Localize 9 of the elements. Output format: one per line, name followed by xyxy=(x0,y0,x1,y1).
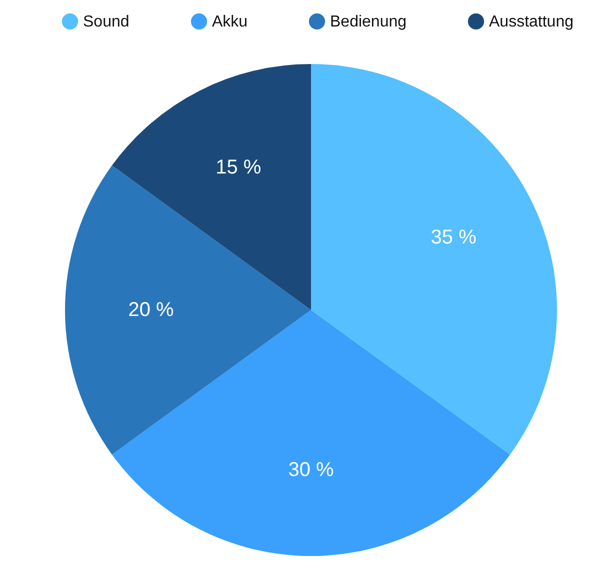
data-label: 30 % xyxy=(288,459,334,481)
legend-label: Sound xyxy=(83,13,130,30)
pie-slice xyxy=(311,64,557,455)
data-label: 35 % xyxy=(430,226,477,248)
legend-label: Ausstattung xyxy=(489,13,574,30)
legend-label: Akku xyxy=(212,13,248,30)
data-label: 20 % xyxy=(128,299,174,321)
data-label: 15 % xyxy=(216,156,262,178)
legend-label: Bedienung xyxy=(330,13,407,30)
